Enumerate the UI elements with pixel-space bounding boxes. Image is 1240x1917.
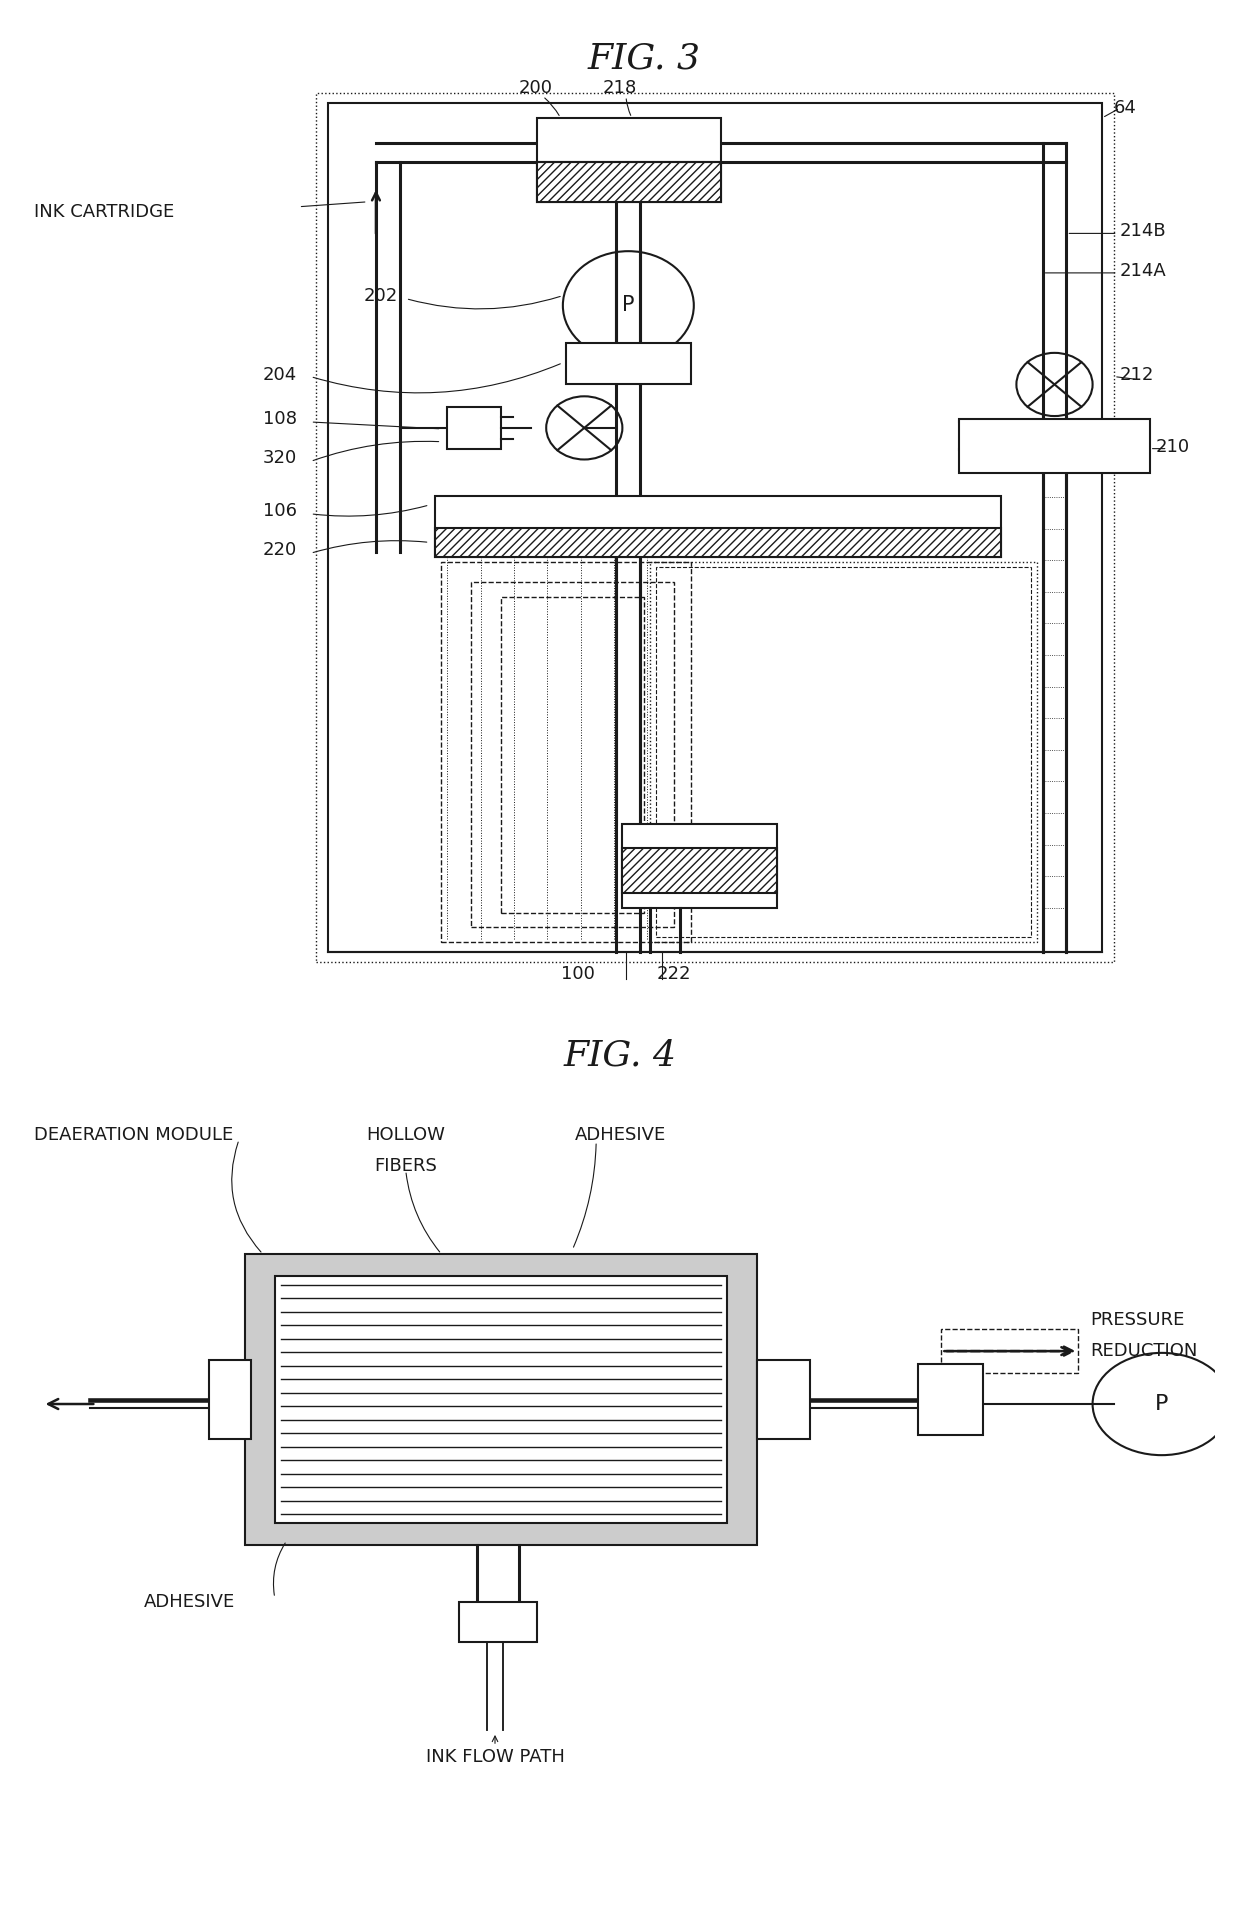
Text: 222: 222 (656, 964, 691, 983)
Bar (567, 343, 692, 385)
Bar (960, 420, 1149, 473)
Text: REDUCTION: REDUCTION (1090, 1342, 1198, 1359)
Text: 218: 218 (603, 79, 636, 98)
Bar (471, 583, 673, 928)
Text: ADHESIVE: ADHESIVE (574, 1125, 666, 1144)
Text: P: P (1154, 1394, 1168, 1415)
Bar (275, 1277, 727, 1522)
Bar (459, 1603, 537, 1643)
Bar (656, 567, 1030, 937)
Bar (329, 104, 1102, 953)
Text: FIBERS: FIBERS (374, 1158, 438, 1175)
Text: 204: 204 (263, 366, 298, 383)
Text: 212: 212 (1120, 366, 1154, 383)
Text: HOLLOW: HOLLOW (366, 1125, 445, 1144)
Text: P: P (622, 295, 635, 316)
Bar (435, 527, 1001, 558)
Text: ADHESIVE: ADHESIVE (144, 1593, 236, 1612)
Bar (622, 824, 777, 909)
Bar (501, 596, 644, 912)
Bar (756, 1359, 811, 1440)
Text: DEAERATION MODULE: DEAERATION MODULE (35, 1125, 233, 1144)
Bar (441, 562, 692, 943)
Text: FIG. 4: FIG. 4 (563, 1039, 677, 1074)
Text: FIG. 3: FIG. 3 (588, 42, 701, 75)
Text: 100: 100 (562, 964, 595, 983)
Bar (918, 1365, 983, 1434)
Bar (650, 562, 1037, 943)
Text: 220: 220 (263, 541, 298, 560)
Text: 210: 210 (1156, 437, 1190, 456)
Text: 64: 64 (1114, 100, 1137, 117)
Bar (537, 163, 722, 201)
Bar (435, 497, 1001, 558)
Bar (210, 1359, 250, 1440)
Bar (246, 1254, 756, 1545)
Text: 106: 106 (263, 502, 296, 520)
Text: 320: 320 (263, 449, 298, 468)
Text: 200: 200 (518, 79, 553, 98)
Bar (316, 94, 1114, 962)
Bar (448, 406, 501, 449)
Text: 214A: 214A (1120, 263, 1167, 280)
Bar (622, 849, 777, 893)
Bar (941, 1328, 1079, 1373)
Text: INK CARTRIDGE: INK CARTRIDGE (35, 203, 175, 220)
Bar (537, 119, 722, 201)
Text: 202: 202 (365, 286, 398, 305)
Text: INK FLOW PATH: INK FLOW PATH (425, 1748, 564, 1766)
Text: 108: 108 (263, 410, 296, 427)
Text: 214B: 214B (1120, 222, 1167, 240)
Text: PRESSURE: PRESSURE (1090, 1311, 1184, 1328)
